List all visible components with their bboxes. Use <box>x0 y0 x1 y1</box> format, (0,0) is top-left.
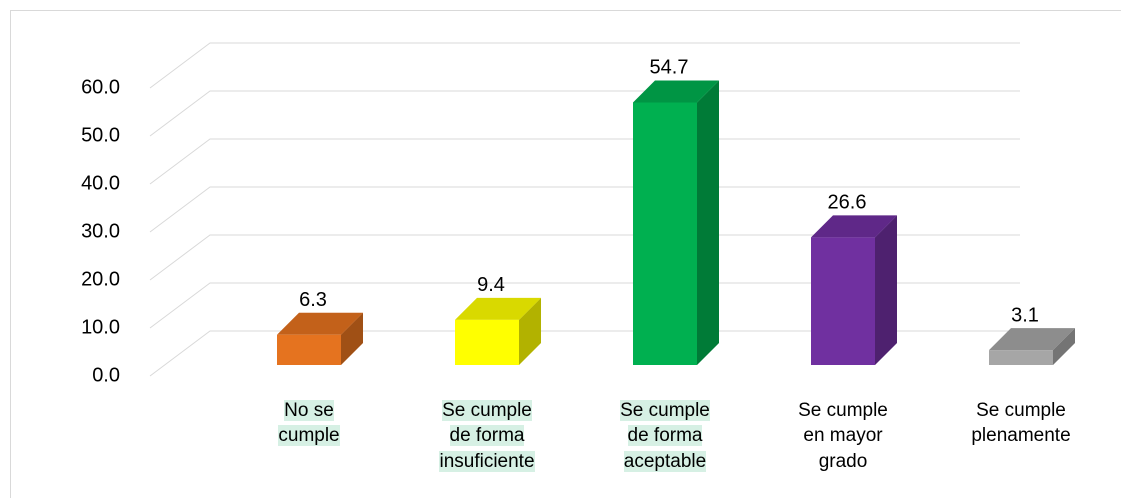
x-tick-text: Se cumple en mayor grado <box>798 400 888 472</box>
y-tick-label: 0.0 <box>92 364 120 386</box>
bar-side <box>697 80 719 365</box>
y-tick-label: 30.0 <box>81 220 120 242</box>
grid-line <box>149 234 1020 281</box>
data-label: 54.7 <box>650 57 689 79</box>
x-tick-text: Se cumple plenamente <box>971 400 1071 447</box>
bar-top <box>633 80 719 103</box>
bar-side <box>341 312 363 365</box>
bar-side-shade <box>341 312 363 365</box>
x-tick-label: Se cumple de forma aceptable <box>609 398 721 474</box>
bar-top-shade <box>989 328 1075 351</box>
x-tick-label: No se cumple <box>253 398 365 449</box>
bar-side-shade <box>519 297 541 365</box>
bar-top <box>455 297 541 320</box>
bar-side-shade <box>1053 328 1075 365</box>
x-tick-label: Se cumple en mayor grado <box>787 398 899 474</box>
chart-border <box>10 10 1121 498</box>
grid-line <box>149 330 1020 377</box>
bar-top-shade <box>633 80 719 103</box>
bar <box>455 297 541 365</box>
bar-front <box>633 102 697 365</box>
data-label: 26.6 <box>828 192 867 214</box>
bar-top-shade <box>811 215 897 238</box>
data-label: 6.3 <box>299 289 327 311</box>
bar-side <box>519 297 541 365</box>
bar-side <box>875 215 897 365</box>
x-tick-text: No se cumple <box>278 400 340 447</box>
y-tick-label: 50.0 <box>81 124 120 146</box>
bar-top-shade <box>277 312 363 335</box>
x-tick-text: Se cumple de forma insuficiente <box>439 400 535 472</box>
data-label: 3.1 <box>1011 304 1039 326</box>
grid-line <box>149 90 1020 137</box>
bar-side-shade <box>875 215 897 365</box>
grid-line <box>149 186 1020 233</box>
x-tick-label: Se cumple de forma insuficiente <box>431 398 543 474</box>
bar-top <box>811 215 897 238</box>
bar <box>277 312 363 365</box>
bar-top-shade <box>455 297 541 320</box>
grid-line <box>149 42 1020 89</box>
bar-front <box>455 319 519 365</box>
y-tick-label: 60.0 <box>81 76 120 98</box>
bar-top <box>277 312 363 335</box>
bar-front <box>989 350 1053 365</box>
y-tick-label: 20.0 <box>81 268 120 290</box>
bar-top <box>989 328 1075 351</box>
x-tick-label: Se cumple plenamente <box>965 398 1077 449</box>
bar <box>811 215 897 365</box>
grid-line <box>149 138 1020 185</box>
y-tick-label: 40.0 <box>81 172 120 194</box>
bar-front <box>811 237 875 365</box>
bar <box>989 328 1075 365</box>
bar-side-shade <box>697 80 719 365</box>
grid-line <box>149 282 1020 329</box>
x-tick-text: Se cumple de forma aceptable <box>620 400 710 472</box>
bar-side <box>1053 328 1075 365</box>
data-label: 9.4 <box>477 274 505 296</box>
bar <box>633 80 719 365</box>
bar-front <box>277 334 341 365</box>
y-tick-label: 10.0 <box>81 316 120 338</box>
